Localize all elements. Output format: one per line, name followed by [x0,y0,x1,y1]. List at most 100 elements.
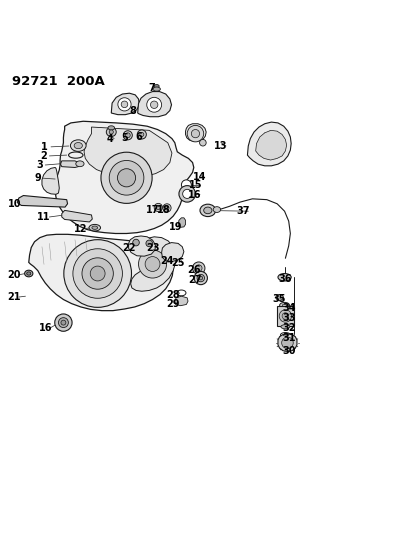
Ellipse shape [89,224,100,231]
Polygon shape [185,124,206,141]
Ellipse shape [106,127,116,136]
Polygon shape [84,127,171,176]
Text: 28: 28 [166,289,180,300]
Ellipse shape [277,273,290,281]
Text: 36: 36 [278,274,292,284]
Ellipse shape [140,132,144,136]
Ellipse shape [199,276,202,280]
Ellipse shape [76,161,84,167]
Circle shape [82,258,113,289]
Polygon shape [138,92,171,117]
Ellipse shape [55,314,72,332]
Ellipse shape [154,85,159,88]
Ellipse shape [279,302,289,308]
Text: 5: 5 [121,133,128,143]
Text: 13: 13 [214,141,227,151]
Text: 20: 20 [7,270,21,280]
Ellipse shape [182,189,191,198]
Text: 24: 24 [160,256,174,266]
Polygon shape [55,122,193,233]
Ellipse shape [278,310,291,322]
Ellipse shape [92,226,97,229]
Circle shape [109,160,144,195]
Polygon shape [178,218,185,227]
Circle shape [281,337,292,349]
Text: 16: 16 [188,190,201,200]
Polygon shape [28,235,173,311]
Text: 12: 12 [74,223,87,233]
Text: 26: 26 [187,265,200,275]
Polygon shape [255,131,286,160]
Circle shape [121,101,128,108]
Circle shape [181,180,191,190]
Text: 25: 25 [171,258,185,268]
Circle shape [101,152,152,204]
Text: 14: 14 [192,172,206,182]
Ellipse shape [203,207,211,214]
Ellipse shape [280,325,289,329]
Text: 6: 6 [135,132,142,142]
Ellipse shape [194,271,207,285]
Polygon shape [174,296,188,306]
Circle shape [133,239,139,246]
Text: 23: 23 [145,243,159,253]
Ellipse shape [125,133,130,138]
Text: 27: 27 [188,274,202,285]
Text: 1: 1 [40,142,47,152]
Circle shape [162,204,171,212]
Ellipse shape [74,142,82,149]
Circle shape [145,256,159,271]
Text: 2: 2 [40,151,47,161]
Text: 37: 37 [236,206,249,216]
Circle shape [118,98,131,111]
Text: 22: 22 [122,243,136,253]
Circle shape [187,125,203,142]
Ellipse shape [109,130,113,134]
Circle shape [117,169,135,187]
Ellipse shape [152,87,160,91]
Text: 7: 7 [147,83,154,93]
Circle shape [145,240,152,247]
Bar [276,306,293,326]
Circle shape [90,266,105,281]
Text: 32: 32 [281,324,295,334]
Text: 33: 33 [281,313,295,322]
Polygon shape [247,122,290,166]
Text: 11: 11 [37,212,51,222]
Circle shape [164,206,169,210]
Polygon shape [111,93,139,115]
Text: 8: 8 [129,106,136,116]
Circle shape [191,130,199,138]
Text: 16: 16 [38,324,52,334]
Ellipse shape [70,140,86,151]
Polygon shape [60,161,79,167]
Text: 17: 17 [145,205,159,215]
Circle shape [156,205,160,209]
Polygon shape [277,334,296,351]
Ellipse shape [123,131,132,140]
Polygon shape [42,167,59,195]
Ellipse shape [26,272,31,275]
Text: 92721  200A: 92721 200A [12,75,105,87]
Polygon shape [62,211,92,222]
Text: 21: 21 [7,292,21,302]
Text: 30: 30 [282,346,296,356]
Ellipse shape [213,207,220,213]
Ellipse shape [61,320,66,325]
Circle shape [138,250,166,278]
Circle shape [146,98,161,112]
Text: 3: 3 [36,160,43,170]
Text: 19: 19 [168,222,182,232]
Text: 34: 34 [281,303,295,313]
Ellipse shape [192,262,204,274]
Circle shape [199,140,206,146]
Ellipse shape [195,265,202,271]
Circle shape [150,101,157,109]
Text: 9: 9 [34,173,41,183]
Circle shape [154,204,162,212]
Text: 18: 18 [156,205,170,215]
Circle shape [73,249,122,298]
Ellipse shape [137,130,146,139]
Polygon shape [131,237,175,291]
Polygon shape [161,243,183,262]
